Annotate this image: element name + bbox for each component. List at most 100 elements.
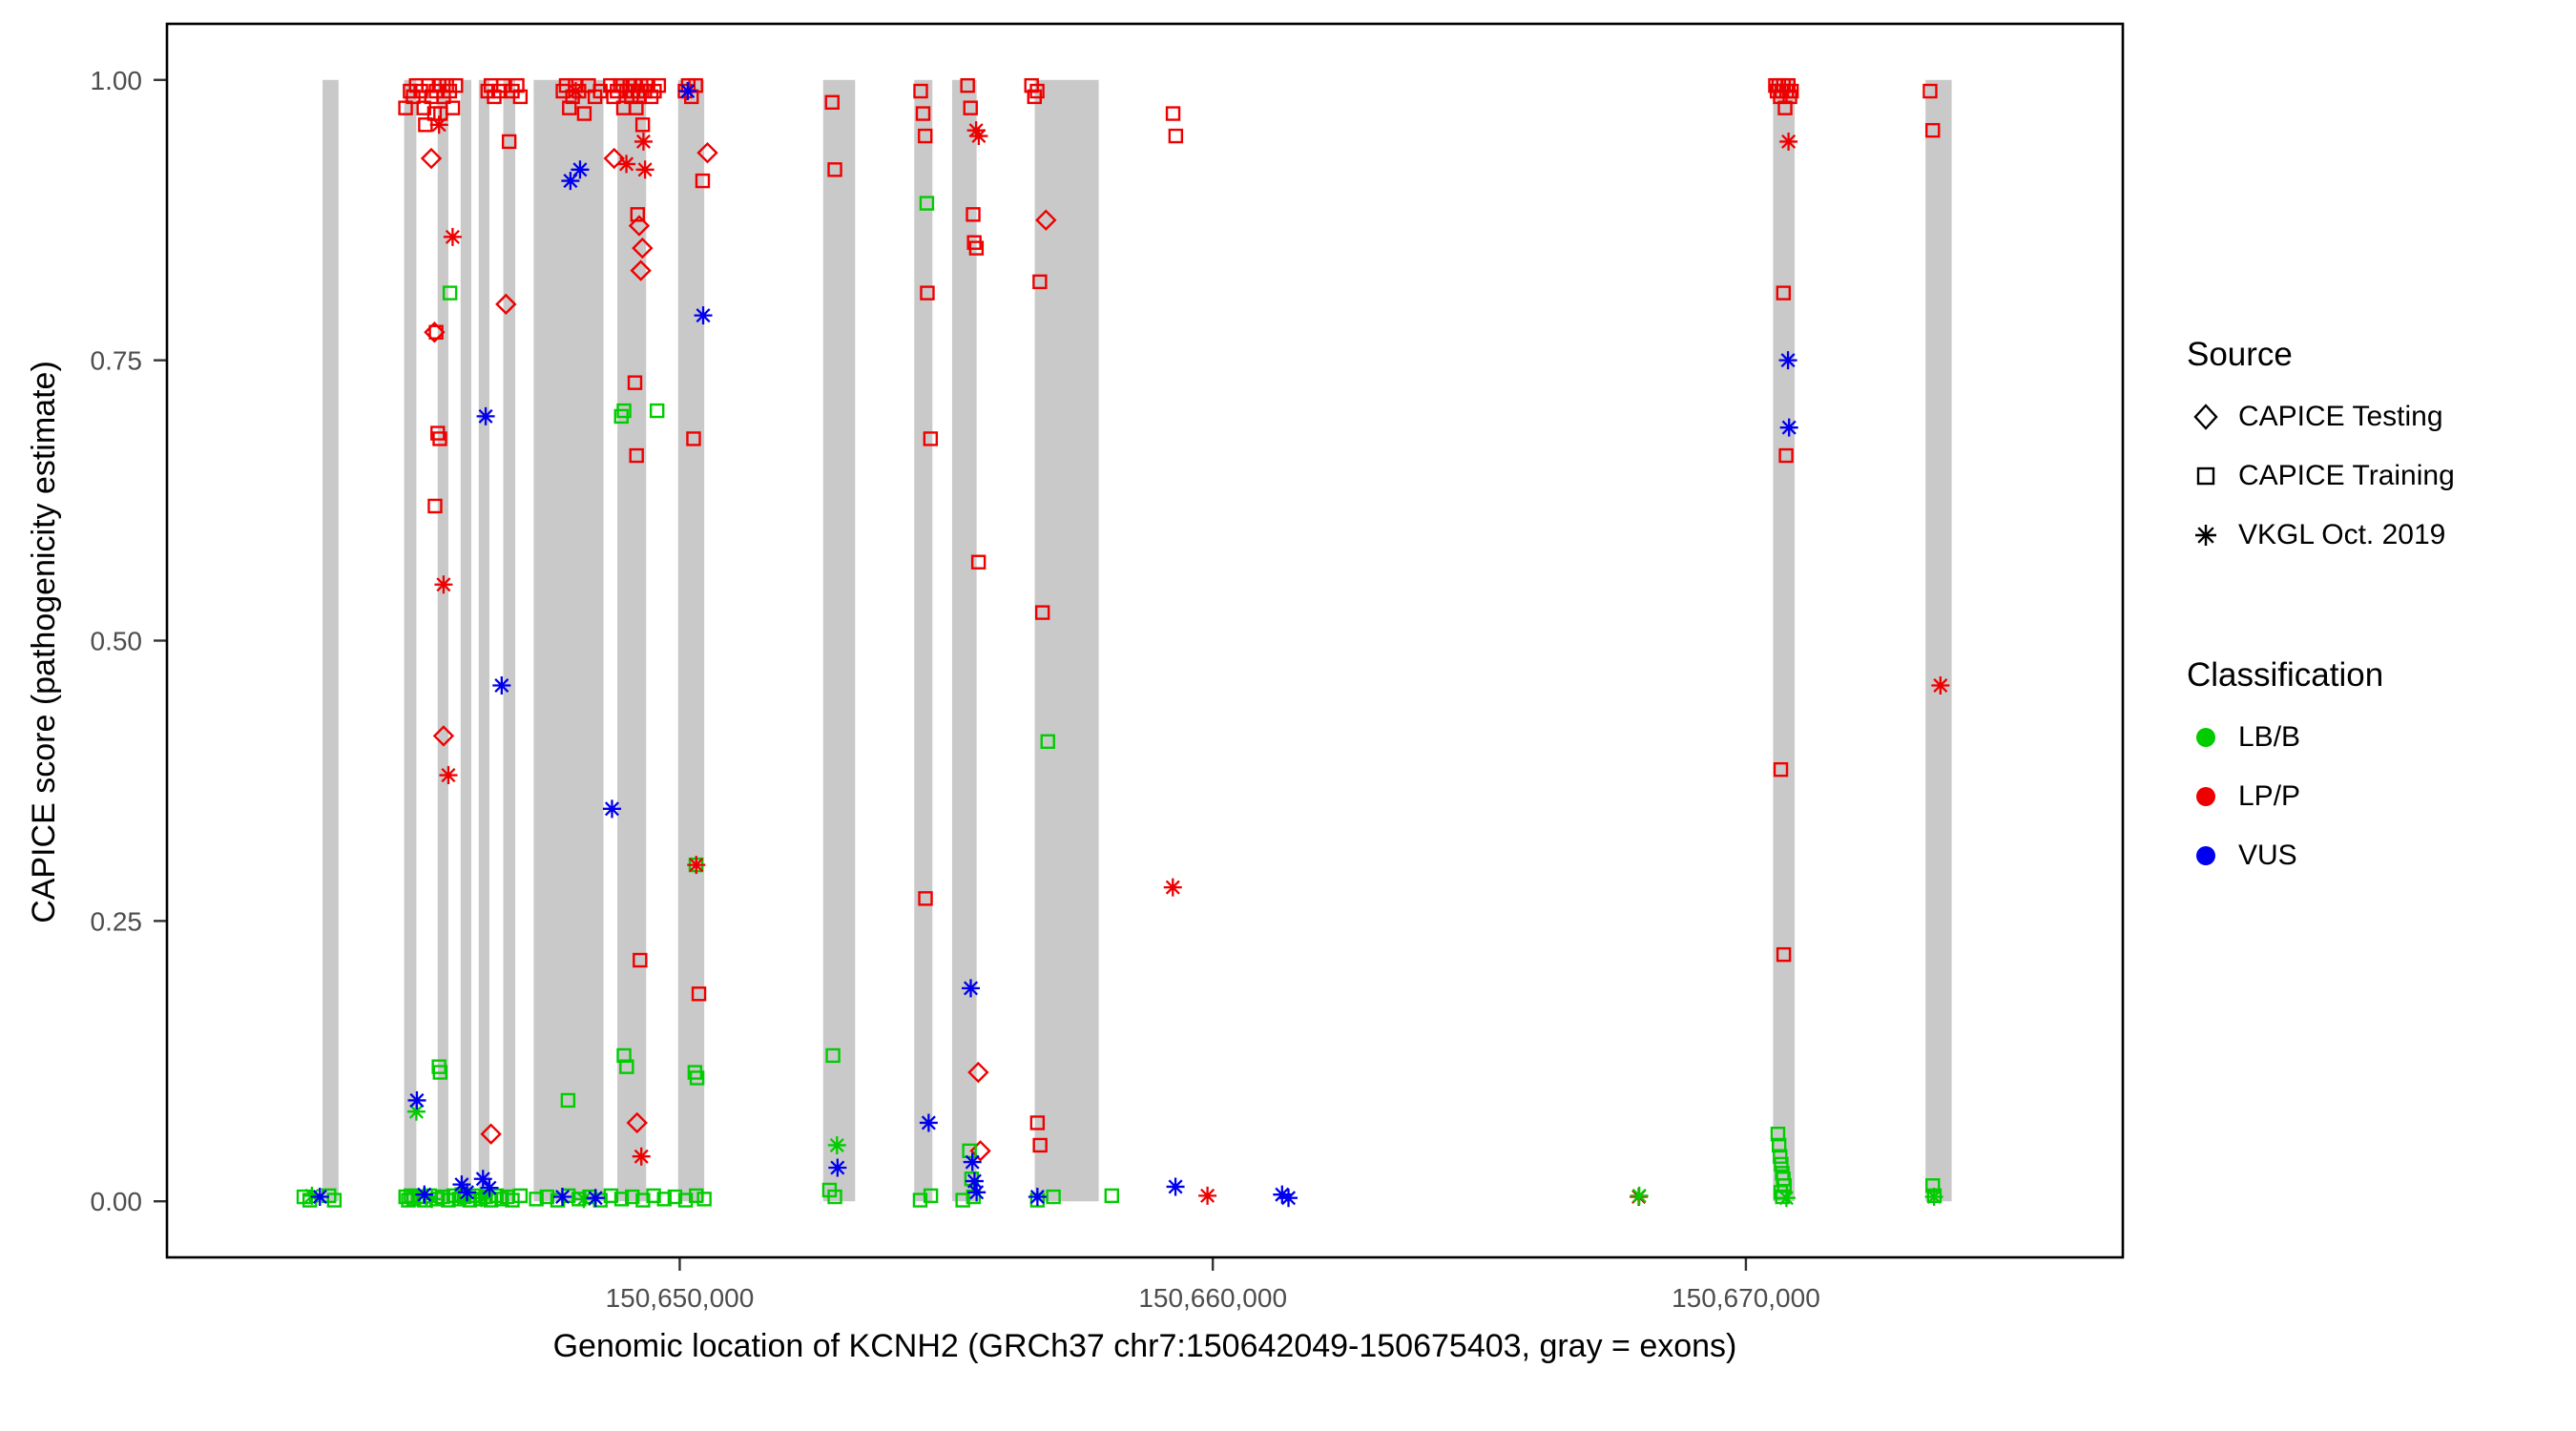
exon-bar xyxy=(951,79,977,1202)
data-point-asterisk xyxy=(1778,351,1797,370)
asterisk-icon xyxy=(2195,525,2216,546)
data-point-square xyxy=(686,431,701,446)
data-point-square xyxy=(920,285,935,301)
data-point-square xyxy=(562,100,577,115)
legend-item-capice-testing: CAPICE Testing xyxy=(2187,387,2568,446)
data-point-asterisk xyxy=(602,799,621,819)
data-point-square xyxy=(1029,1115,1046,1130)
data-point-square xyxy=(955,1192,970,1208)
y-tick-label: 0.50 xyxy=(91,627,143,656)
lpp-color-swatch xyxy=(2196,787,2215,806)
data-point-square xyxy=(960,77,975,93)
exon-bar xyxy=(914,79,933,1202)
exon-bar xyxy=(822,79,856,1202)
y-axis-title: CAPICE score (pathogenicity estimate) xyxy=(26,361,62,923)
legend-label-capice-training: CAPICE Training xyxy=(2238,460,2455,491)
x-axis-title: Genomic location of KCNH2 (GRCh37 chr7:1… xyxy=(552,1328,1737,1364)
data-point-asterisk xyxy=(476,406,495,425)
data-point-square xyxy=(970,554,987,570)
data-point-square xyxy=(629,447,644,464)
data-point-square xyxy=(918,128,933,144)
data-point-square xyxy=(1770,1126,1786,1142)
data-point-square xyxy=(630,207,645,222)
data-point-square xyxy=(1773,1149,1788,1164)
data-point-square xyxy=(695,173,711,189)
data-point-asterisk xyxy=(458,1183,477,1202)
data-point-diamond xyxy=(632,237,654,259)
data-point-asterisk xyxy=(1279,1189,1298,1208)
data-point-square xyxy=(1032,1137,1048,1153)
data-point-square xyxy=(1776,946,1792,963)
data-point-square xyxy=(445,100,461,115)
data-point-asterisk xyxy=(407,1090,426,1110)
data-point-asterisk xyxy=(634,132,653,151)
data-point-asterisk xyxy=(969,127,988,146)
data-point-square xyxy=(915,106,931,121)
data-point-square xyxy=(962,1143,977,1159)
data-point-asterisk xyxy=(678,82,697,101)
data-point-square xyxy=(1771,1137,1787,1153)
data-point-square xyxy=(696,1192,712,1207)
data-point-square xyxy=(512,89,529,105)
data-point-square xyxy=(539,1189,555,1205)
data-point-square xyxy=(1773,761,1789,778)
data-point-asterisk xyxy=(967,1183,987,1202)
data-point-square xyxy=(576,106,592,121)
plot-area: 150,650,000 150,660,000 150,670,000 0.00 0.2… xyxy=(91,22,2125,1313)
data-point-asterisk xyxy=(310,1188,329,1207)
y-tick-label: 1.00 xyxy=(91,66,143,95)
data-point-square xyxy=(512,1188,529,1204)
x-tick-label: 150,650,000 xyxy=(606,1283,755,1313)
data-point-asterisk xyxy=(492,676,511,695)
data-point-diamond xyxy=(626,1111,648,1134)
data-point-square xyxy=(326,1192,343,1208)
data-point-square xyxy=(1774,1156,1789,1172)
y-tick-label: 0.00 xyxy=(91,1187,143,1216)
data-point-asterisk xyxy=(828,1158,847,1177)
data-point-asterisk xyxy=(1166,1177,1185,1196)
data-point-square xyxy=(613,1192,630,1207)
data-point-square xyxy=(633,952,648,968)
data-point-square xyxy=(1778,447,1794,464)
y-tick-label: 0.75 xyxy=(91,346,143,376)
data-point-asterisk xyxy=(566,82,585,101)
data-point-square xyxy=(501,134,517,150)
data-point-asterisk xyxy=(965,1172,984,1191)
exon-bar xyxy=(677,79,705,1202)
data-point-square xyxy=(428,324,444,340)
data-point-asterisk xyxy=(919,1113,938,1132)
data-point-square xyxy=(827,1189,842,1205)
data-point-square xyxy=(432,431,447,446)
data-point-asterisk xyxy=(1028,1188,1047,1207)
data-point-asterisk xyxy=(1630,1186,1649,1205)
legend-label-vkgl: VKGL Oct. 2019 xyxy=(2238,519,2446,550)
data-point-square xyxy=(1046,1189,1061,1205)
data-point-square xyxy=(1104,1188,1120,1204)
data-point-square xyxy=(616,1047,632,1064)
data-point-square xyxy=(616,403,632,419)
data-point-square xyxy=(1168,128,1184,144)
data-point-square xyxy=(1777,100,1793,115)
data-point-asterisk xyxy=(1924,1188,1943,1207)
exon-bar xyxy=(437,79,448,1202)
data-point-square xyxy=(913,83,928,99)
data-point-square xyxy=(560,1092,576,1109)
data-point-square xyxy=(919,196,935,211)
data-point-asterisk xyxy=(406,1102,426,1121)
data-point-square xyxy=(1032,274,1048,290)
exon-bar xyxy=(404,79,417,1202)
legend-label-capice-testing: CAPICE Testing xyxy=(2238,401,2443,432)
data-point-square xyxy=(825,1047,841,1064)
data-point-asterisk xyxy=(561,172,580,191)
exon-bar xyxy=(1034,79,1099,1202)
legend-label-lpp: LP/P xyxy=(2238,780,2301,812)
data-point-square xyxy=(691,986,707,1002)
data-point-asterisk xyxy=(1931,676,1950,695)
y-tick-label: 0.25 xyxy=(91,906,143,936)
data-point-square xyxy=(646,1188,661,1204)
data-point-square xyxy=(635,1192,651,1208)
data-point-asterisk xyxy=(1776,1189,1796,1208)
data-point-square xyxy=(923,1188,939,1204)
data-point-asterisk xyxy=(443,227,462,246)
